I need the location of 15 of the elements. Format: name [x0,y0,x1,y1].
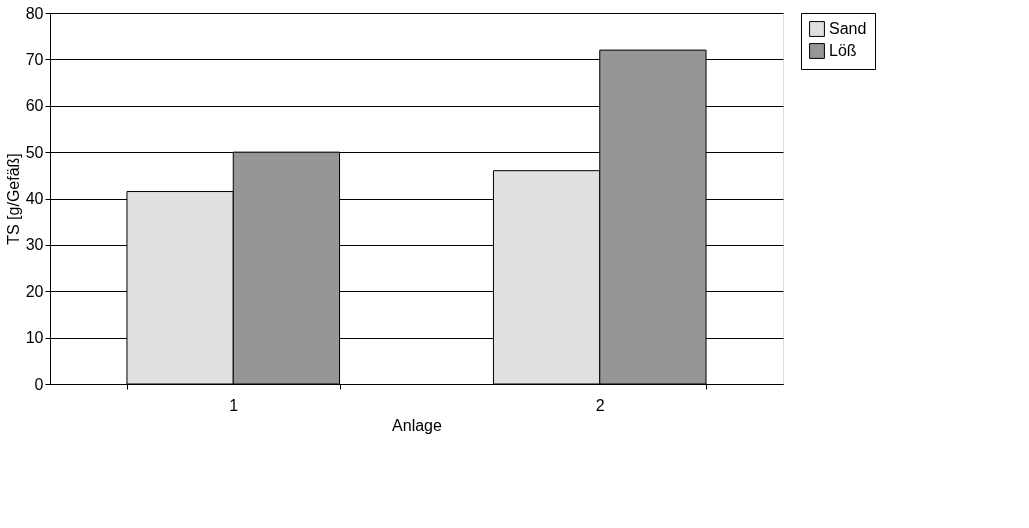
y-tick-label: 70 [25,50,44,68]
legend-label: Löß [829,42,857,59]
x-tick-label: 2 [595,396,605,414]
y-tick-label: 0 [34,375,44,393]
y-tick-label: 80 [25,4,44,22]
y-tick-label: 30 [25,236,44,254]
y-tick-label: 60 [25,97,44,115]
y-tick-label: 50 [25,143,44,161]
x-tick-label: 1 [229,396,239,414]
y-axis-title: TS [g/Gefäß] [4,153,22,245]
legend-label: Sand [829,20,867,37]
y-tick-label: 20 [25,282,44,300]
x-axis-title: Anlage [392,416,443,434]
y-tick-label: 40 [25,190,44,207]
y-tick-label: 10 [25,329,44,347]
